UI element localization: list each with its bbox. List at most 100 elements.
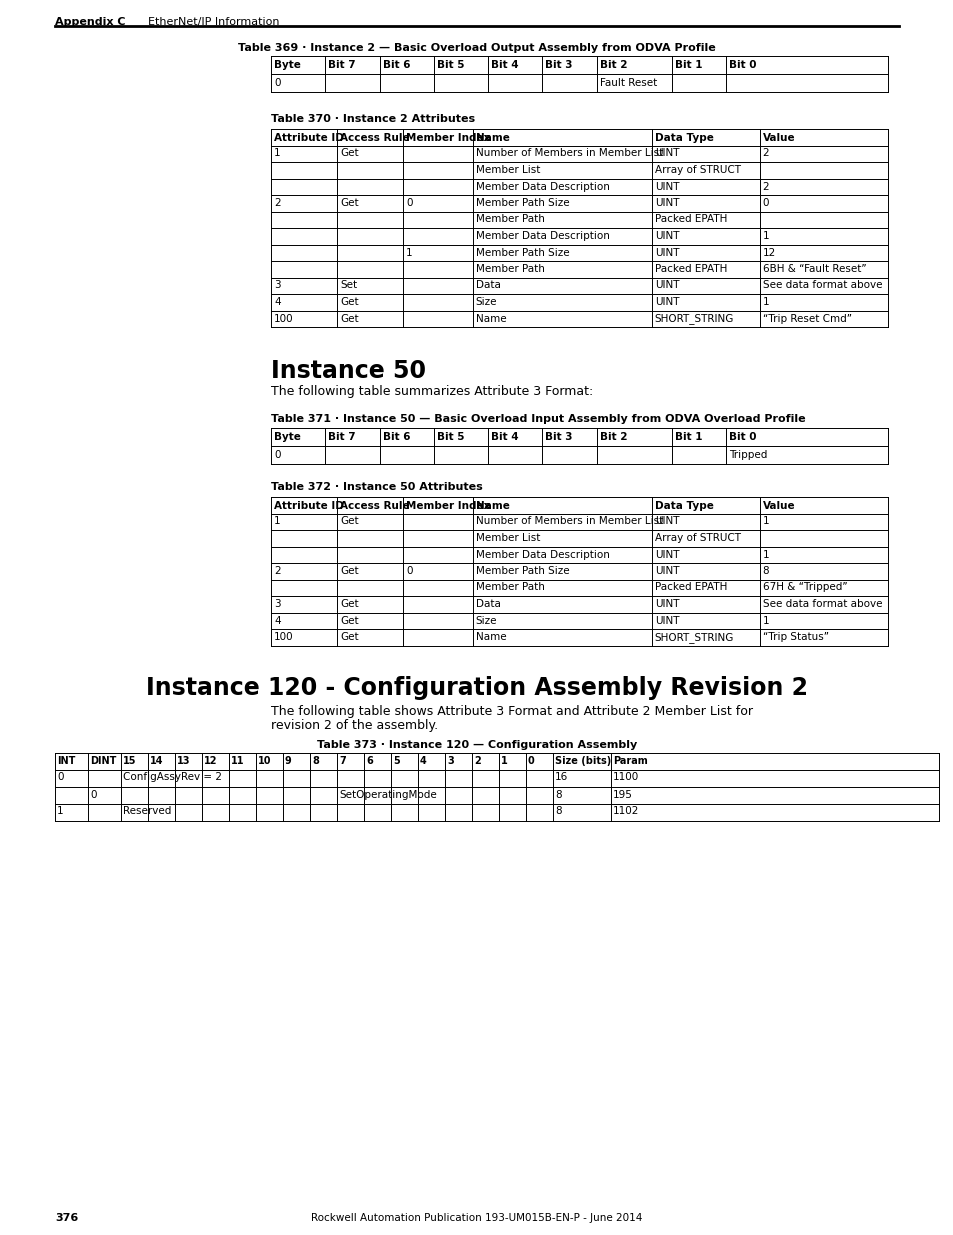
- Text: 0: 0: [274, 78, 280, 88]
- Text: 1: 1: [761, 516, 768, 526]
- Text: UINT: UINT: [654, 516, 679, 526]
- Text: 5: 5: [393, 756, 399, 766]
- Text: Name: Name: [476, 501, 509, 511]
- Text: 11: 11: [231, 756, 244, 766]
- Text: ConfigAssyRev = 2: ConfigAssyRev = 2: [123, 773, 222, 783]
- Text: 13: 13: [177, 756, 191, 766]
- Text: Get: Get: [339, 516, 358, 526]
- Text: UINT: UINT: [654, 182, 679, 191]
- Text: Bit 6: Bit 6: [382, 61, 410, 70]
- Text: Member Data Description: Member Data Description: [476, 550, 609, 559]
- Text: 14: 14: [150, 756, 163, 766]
- Text: Bit 0: Bit 0: [729, 61, 756, 70]
- Text: Member Index: Member Index: [406, 133, 490, 143]
- Text: “Trip Reset Cmd”: “Trip Reset Cmd”: [761, 314, 851, 324]
- Text: Bit 3: Bit 3: [545, 61, 573, 70]
- Text: Member Path: Member Path: [476, 264, 544, 274]
- Text: Member Path: Member Path: [476, 215, 544, 225]
- Text: Get: Get: [339, 632, 358, 642]
- Text: 1: 1: [500, 756, 507, 766]
- Text: Get: Get: [339, 296, 358, 308]
- Text: Data: Data: [476, 280, 500, 290]
- Text: Bit 5: Bit 5: [436, 432, 464, 442]
- Text: Get: Get: [339, 599, 358, 609]
- Text: 1: 1: [761, 296, 768, 308]
- Text: Array of STRUCT: Array of STRUCT: [654, 534, 740, 543]
- Text: Get: Get: [339, 615, 358, 625]
- Text: Get: Get: [339, 198, 358, 207]
- Text: 0: 0: [527, 756, 535, 766]
- Text: 12: 12: [204, 756, 217, 766]
- Text: Bit 1: Bit 1: [675, 432, 701, 442]
- Text: Array of STRUCT: Array of STRUCT: [654, 165, 740, 175]
- Text: Bit 7: Bit 7: [328, 432, 355, 442]
- Text: SHORT_STRING: SHORT_STRING: [654, 314, 733, 325]
- Text: Attribute ID: Attribute ID: [274, 501, 343, 511]
- Text: Table 372 · Instance 50 Attributes: Table 372 · Instance 50 Attributes: [271, 482, 482, 492]
- Text: 1100: 1100: [613, 773, 639, 783]
- Text: 12: 12: [761, 247, 775, 258]
- Text: Name: Name: [476, 314, 506, 324]
- Text: Size (bits): Size (bits): [555, 756, 611, 766]
- Text: Size: Size: [476, 296, 497, 308]
- Text: Member List: Member List: [476, 165, 539, 175]
- Text: Attribute ID: Attribute ID: [274, 133, 343, 143]
- Text: UINT: UINT: [654, 198, 679, 207]
- Text: Reserved: Reserved: [123, 806, 172, 816]
- Text: 0: 0: [406, 198, 412, 207]
- Text: UINT: UINT: [654, 247, 679, 258]
- Text: 16: 16: [555, 773, 568, 783]
- Text: 15: 15: [123, 756, 136, 766]
- Text: UINT: UINT: [654, 550, 679, 559]
- Text: Name: Name: [476, 133, 509, 143]
- Text: EtherNet/IP Information: EtherNet/IP Information: [148, 17, 279, 27]
- Text: Number of Members in Member List: Number of Members in Member List: [476, 148, 662, 158]
- Text: 2: 2: [274, 566, 280, 576]
- Text: DINT: DINT: [90, 756, 116, 766]
- Text: Member Path: Member Path: [476, 583, 544, 593]
- Text: Bit 2: Bit 2: [599, 432, 627, 442]
- Text: 3: 3: [274, 280, 280, 290]
- Text: 6: 6: [366, 756, 373, 766]
- Text: UINT: UINT: [654, 296, 679, 308]
- Text: Bit 2: Bit 2: [599, 61, 627, 70]
- Text: SetOperatingMode: SetOperatingMode: [338, 789, 436, 799]
- Text: 100: 100: [274, 632, 294, 642]
- Text: Table 373 · Instance 120 — Configuration Assembly: Table 373 · Instance 120 — Configuration…: [316, 740, 637, 750]
- Text: Size: Size: [476, 615, 497, 625]
- Text: Member Path Size: Member Path Size: [476, 566, 569, 576]
- Text: UINT: UINT: [654, 231, 679, 241]
- Text: 0: 0: [90, 789, 96, 799]
- Text: Data Type: Data Type: [654, 501, 713, 511]
- Text: 1: 1: [274, 516, 280, 526]
- Text: Value: Value: [761, 133, 795, 143]
- Text: UINT: UINT: [654, 148, 679, 158]
- Text: Set: Set: [339, 280, 356, 290]
- Text: Instance 50: Instance 50: [271, 359, 426, 383]
- Text: 376: 376: [55, 1213, 78, 1223]
- Text: Bit 5: Bit 5: [436, 61, 464, 70]
- Text: Byte: Byte: [274, 432, 300, 442]
- Text: Table 370 · Instance 2 Attributes: Table 370 · Instance 2 Attributes: [271, 114, 475, 124]
- Text: Packed EPATH: Packed EPATH: [654, 215, 726, 225]
- Text: 4: 4: [419, 756, 426, 766]
- Text: Access Rule: Access Rule: [339, 133, 409, 143]
- Text: 7: 7: [338, 756, 345, 766]
- Text: Member Data Description: Member Data Description: [476, 231, 609, 241]
- Text: Get: Get: [339, 148, 358, 158]
- Text: 2: 2: [761, 148, 768, 158]
- Text: 9: 9: [285, 756, 292, 766]
- Text: 0: 0: [274, 450, 280, 459]
- Text: Rockwell Automation Publication 193-UM015B-EN-P - June 2014: Rockwell Automation Publication 193-UM01…: [311, 1213, 642, 1223]
- Text: See data format above: See data format above: [761, 599, 882, 609]
- Text: Access Rule: Access Rule: [339, 501, 409, 511]
- Text: Bit 4: Bit 4: [491, 432, 518, 442]
- Text: Instance 120 - Configuration Assembly Revision 2: Instance 120 - Configuration Assembly Re…: [146, 676, 807, 699]
- Text: 1: 1: [761, 231, 768, 241]
- Text: Bit 1: Bit 1: [675, 61, 701, 70]
- Text: UINT: UINT: [654, 599, 679, 609]
- Text: “Trip Status”: “Trip Status”: [761, 632, 828, 642]
- Text: Get: Get: [339, 314, 358, 324]
- Text: Bit 4: Bit 4: [491, 61, 518, 70]
- Text: 3: 3: [447, 756, 454, 766]
